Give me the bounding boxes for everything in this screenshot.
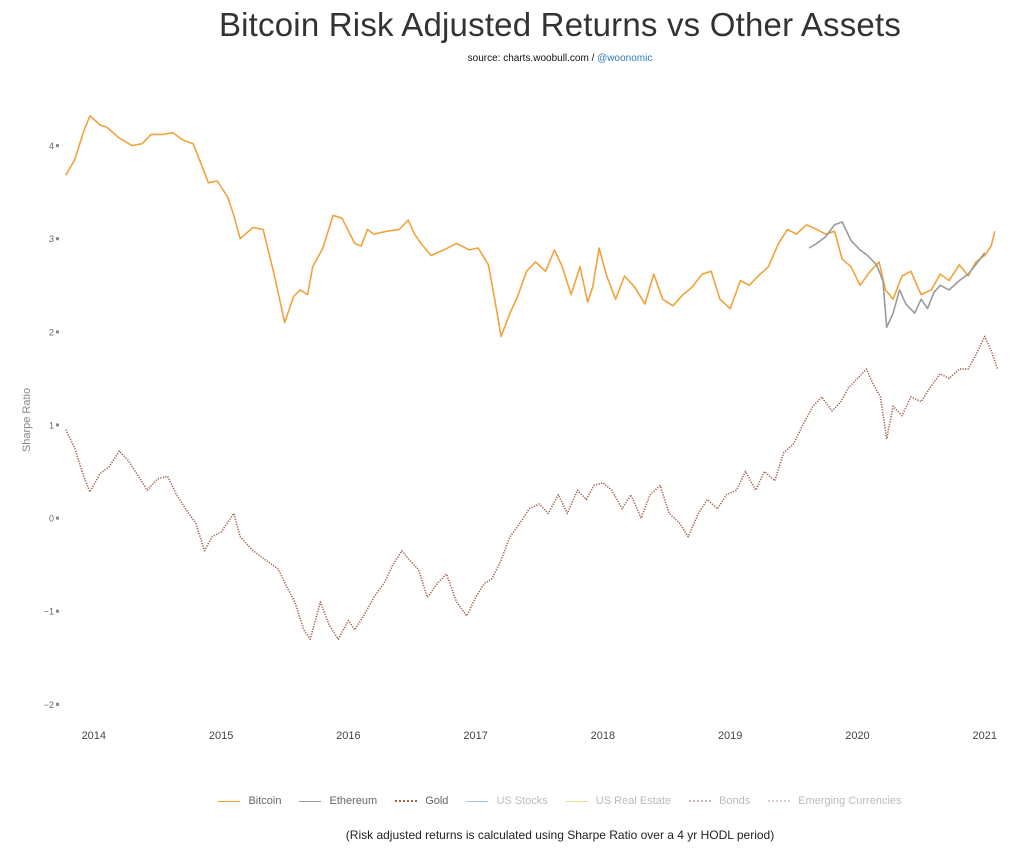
legend-swatch — [689, 800, 711, 802]
series-gold-group — [65, 335, 999, 641]
y-tick-mark — [56, 702, 59, 706]
legend-label: US Real Estate — [595, 795, 671, 807]
x-tick-label: 2020 — [845, 730, 869, 742]
legend-label: US Stocks — [496, 795, 548, 807]
x-tick-label: 2016 — [336, 730, 360, 742]
y-tick-label: 0 — [49, 514, 54, 524]
x-tick-label: 2019 — [718, 730, 742, 742]
legend-item-emerging-currencies[interactable]: Emerging Currencies — [768, 795, 902, 807]
legend-swatch — [466, 800, 489, 802]
y-tick-label: 3 — [49, 234, 54, 244]
chart-subtitle: source: charts.woobull.com / @woonomic — [0, 53, 1024, 64]
y-tick-mark — [56, 330, 59, 334]
subtitle-source: source: charts.woobull.com / — [467, 53, 598, 64]
x-tick-label: 2021 — [972, 730, 996, 742]
x-tick-label: 2018 — [591, 730, 615, 742]
y-tick-mark — [56, 144, 59, 148]
legend-swatch — [768, 800, 791, 802]
y-tick-label: 2 — [49, 327, 54, 337]
subtitle-link[interactable]: @woonomic — [597, 53, 653, 64]
legend-swatch — [565, 800, 588, 802]
series-layer — [65, 115, 999, 641]
legend-item-gold[interactable]: Gold — [395, 795, 448, 807]
series-ethereum-group — [808, 221, 986, 329]
legend-label: Gold — [425, 795, 449, 807]
y-tick-label: 1 — [49, 420, 54, 430]
legend-label: Emerging Currencies — [798, 795, 902, 807]
legend-item-ethereum[interactable]: Ethereum — [299, 795, 377, 807]
legend-label: Bonds — [719, 795, 751, 807]
chart-title: Bitcoin Risk Adjusted Returns vs Other A… — [218, 6, 902, 43]
x-axis: 2014 2015 2016 2017 2018 2019 2020 2021 — [82, 730, 997, 742]
legend-swatch — [299, 800, 322, 802]
series-gold-line[interactable] — [65, 335, 999, 641]
y-tick-label: 4 — [49, 141, 54, 151]
legend-item-bitcoin[interactable]: Bitcoin — [218, 795, 281, 807]
y-tick-label: −2 — [44, 700, 54, 710]
series-bitcoin-line[interactable] — [65, 115, 996, 338]
legend-swatch — [218, 800, 241, 802]
x-tick-label: 2015 — [209, 730, 233, 742]
x-tick-label: 2017 — [463, 730, 487, 742]
legend-label: Bitcoin — [248, 795, 282, 807]
y-tick-mark — [56, 423, 59, 427]
y-axis-label: Sharpe Ratio — [21, 388, 33, 452]
legend-item-us-real-estate[interactable]: US Real Estate — [565, 795, 671, 807]
y-tick-label: −1 — [44, 607, 54, 617]
legend-item-bonds[interactable]: Bonds — [689, 795, 750, 807]
y-tick-mark — [56, 237, 59, 241]
series-bitcoin-group — [65, 115, 996, 338]
series-ethereum-line[interactable] — [808, 221, 986, 329]
legend-swatch — [395, 800, 418, 802]
legend-item-us-stocks[interactable]: US Stocks — [466, 795, 548, 807]
legend-label: Ethereum — [329, 795, 378, 807]
footnote: (Risk adjusted returns is calculated usi… — [345, 828, 775, 842]
y-tick-mark — [56, 609, 59, 613]
x-tick-label: 2014 — [82, 730, 106, 742]
legend: Bitcoin Ethereum Gold US Stocks US Real Esta… — [0, 795, 1024, 807]
y-tick-mark — [56, 516, 59, 520]
y-axis: 4 3 2 1 0 −1 −2 — [44, 141, 59, 710]
